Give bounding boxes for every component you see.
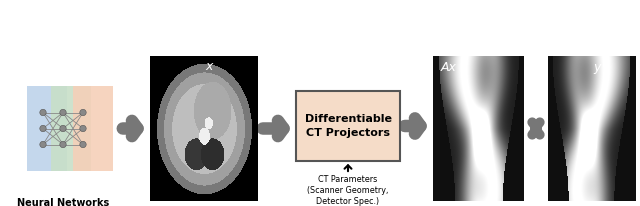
Circle shape — [60, 125, 66, 132]
Circle shape — [80, 141, 86, 148]
Bar — [73, 86, 113, 171]
Text: Neural Networks: Neural Networks — [17, 198, 109, 206]
Circle shape — [60, 109, 66, 116]
Text: x: x — [205, 60, 212, 73]
Text: y: y — [593, 61, 601, 74]
Circle shape — [80, 125, 86, 132]
Text: Differentiable
CT Projectors: Differentiable CT Projectors — [305, 114, 392, 138]
Bar — [51, 86, 91, 171]
Circle shape — [80, 109, 86, 116]
Text: CT Parameters
(Scanner Geometry,
Detector Spec.): CT Parameters (Scanner Geometry, Detecto… — [307, 175, 388, 206]
Circle shape — [40, 125, 46, 132]
Text: Ax: Ax — [441, 61, 457, 74]
Circle shape — [40, 141, 46, 148]
FancyBboxPatch shape — [296, 91, 400, 161]
Circle shape — [40, 109, 46, 116]
Bar — [28, 86, 67, 171]
Circle shape — [60, 141, 66, 148]
